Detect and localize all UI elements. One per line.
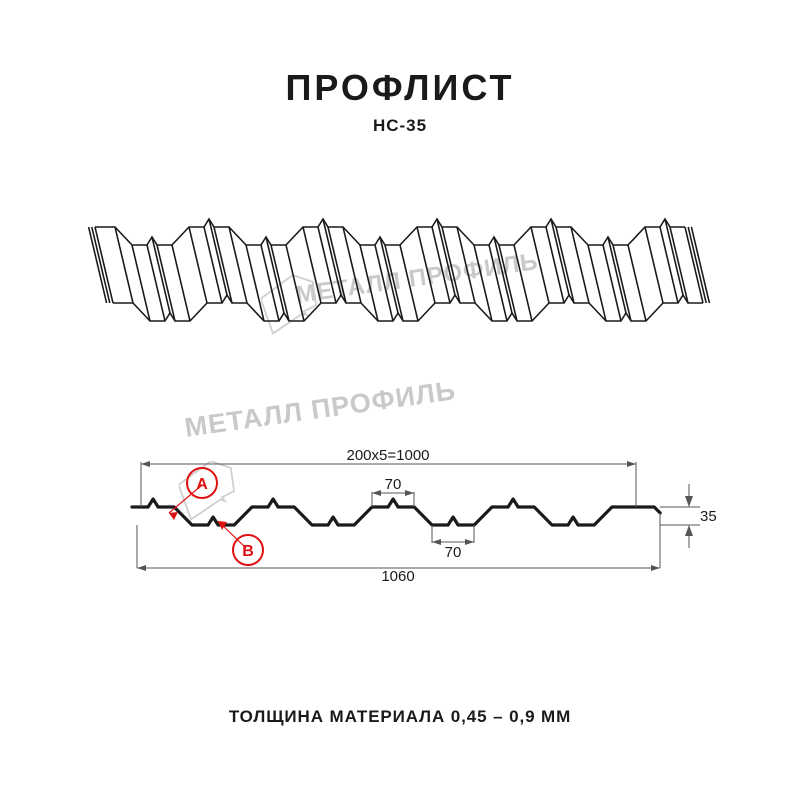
svg-text:A: A bbox=[196, 476, 208, 493]
svg-text:35: 35 bbox=[700, 508, 717, 525]
svg-text:70: 70 bbox=[385, 476, 402, 493]
svg-text:70: 70 bbox=[445, 544, 462, 561]
svg-text:B: B bbox=[242, 543, 254, 560]
svg-text:200x5=1000: 200x5=1000 bbox=[347, 447, 430, 464]
svg-text:1060: 1060 bbox=[381, 568, 414, 585]
